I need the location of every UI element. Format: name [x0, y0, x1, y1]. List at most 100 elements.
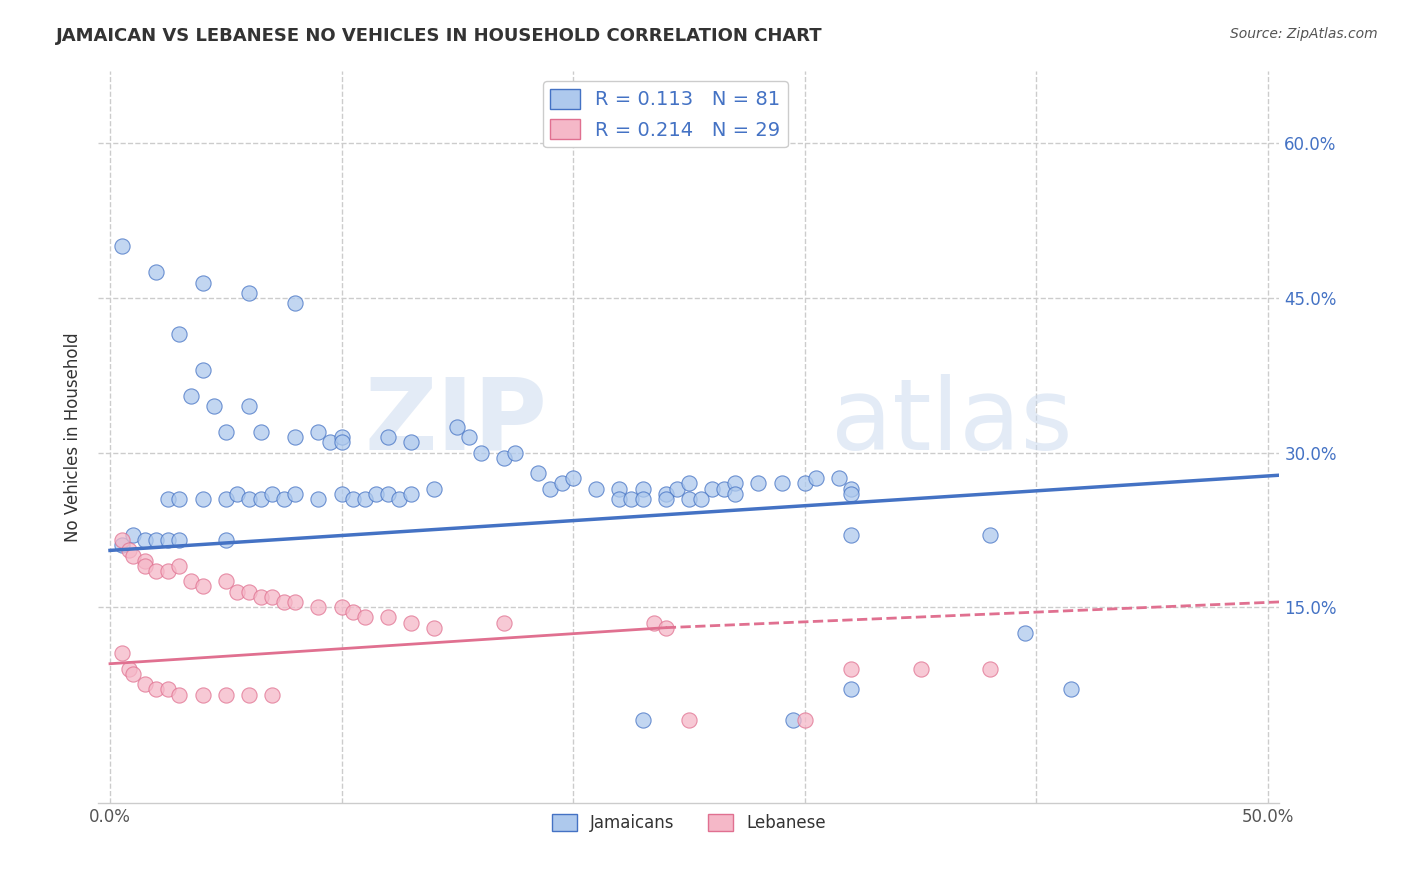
Point	[238, 285, 260, 300]
Point	[122, 549, 145, 563]
Point	[191, 688, 214, 702]
Point	[423, 482, 446, 496]
Point	[169, 491, 191, 506]
Legend: Jamaicans, Lebanese: Jamaicans, Lebanese	[546, 807, 832, 838]
Point	[122, 528, 145, 542]
Text: ZIP: ZIP	[364, 374, 547, 471]
Point	[377, 430, 399, 444]
Point	[238, 491, 260, 506]
Point	[342, 491, 364, 506]
Point	[134, 554, 156, 568]
Point	[1014, 625, 1036, 640]
Point	[689, 491, 711, 506]
Point	[238, 688, 260, 702]
Point	[782, 714, 804, 728]
Point	[238, 584, 260, 599]
Point	[388, 491, 411, 506]
Point	[156, 564, 179, 578]
Point	[353, 610, 375, 624]
Point	[747, 476, 769, 491]
Point	[180, 574, 202, 589]
Point	[110, 533, 132, 547]
Point	[839, 528, 862, 542]
Text: JAMAICAN VS LEBANESE NO VEHICLES IN HOUSEHOLD CORRELATION CHART: JAMAICAN VS LEBANESE NO VEHICLES IN HOUS…	[56, 27, 823, 45]
Point	[538, 482, 561, 496]
Point	[458, 430, 481, 444]
Point	[631, 491, 654, 506]
Point	[117, 662, 139, 676]
Point	[1060, 682, 1083, 697]
Point	[366, 487, 388, 501]
Point	[169, 533, 191, 547]
Point	[215, 425, 238, 439]
Point	[319, 435, 342, 450]
Point	[249, 491, 271, 506]
Point	[262, 487, 284, 501]
Point	[979, 662, 1001, 676]
Point	[631, 482, 654, 496]
Point	[446, 419, 468, 434]
Point	[249, 590, 271, 604]
Point	[191, 363, 214, 377]
Point	[145, 564, 167, 578]
Point	[145, 682, 167, 697]
Point	[307, 491, 329, 506]
Point	[979, 528, 1001, 542]
Point	[169, 558, 191, 573]
Point	[202, 399, 225, 413]
Point	[793, 714, 815, 728]
Point	[503, 445, 526, 459]
Point	[399, 615, 422, 630]
Point	[399, 487, 422, 501]
Point	[700, 482, 723, 496]
Point	[839, 682, 862, 697]
Point	[527, 466, 550, 480]
Point	[215, 533, 238, 547]
Point	[180, 389, 202, 403]
Point	[643, 615, 665, 630]
Point	[724, 476, 747, 491]
Point	[273, 595, 295, 609]
Point	[156, 533, 179, 547]
Point	[156, 682, 179, 697]
Point	[399, 435, 422, 450]
Point	[169, 327, 191, 342]
Y-axis label: No Vehicles in Household: No Vehicles in Household	[65, 332, 83, 542]
Point	[262, 688, 284, 702]
Point	[330, 435, 353, 450]
Point	[353, 491, 375, 506]
Point	[191, 276, 214, 290]
Point	[110, 538, 132, 552]
Point	[215, 688, 238, 702]
Point	[226, 487, 249, 501]
Point	[145, 265, 167, 279]
Point	[620, 491, 643, 506]
Point	[713, 482, 735, 496]
Point	[828, 471, 851, 485]
Point	[262, 590, 284, 604]
Point	[839, 487, 862, 501]
Point	[839, 662, 862, 676]
Point	[284, 595, 307, 609]
Point	[377, 487, 399, 501]
Point	[377, 610, 399, 624]
Point	[655, 487, 678, 501]
Point	[839, 482, 862, 496]
Point	[249, 425, 271, 439]
Point	[770, 476, 793, 491]
Point	[609, 482, 631, 496]
Point	[470, 445, 492, 459]
Point	[215, 574, 238, 589]
Point	[330, 600, 353, 615]
Point	[307, 600, 329, 615]
Point	[423, 621, 446, 635]
Point	[191, 579, 214, 593]
Point	[585, 482, 607, 496]
Point	[631, 714, 654, 728]
Point	[134, 677, 156, 691]
Point	[191, 491, 214, 506]
Point	[238, 399, 260, 413]
Point	[169, 688, 191, 702]
Point	[134, 558, 156, 573]
Point	[609, 491, 631, 506]
